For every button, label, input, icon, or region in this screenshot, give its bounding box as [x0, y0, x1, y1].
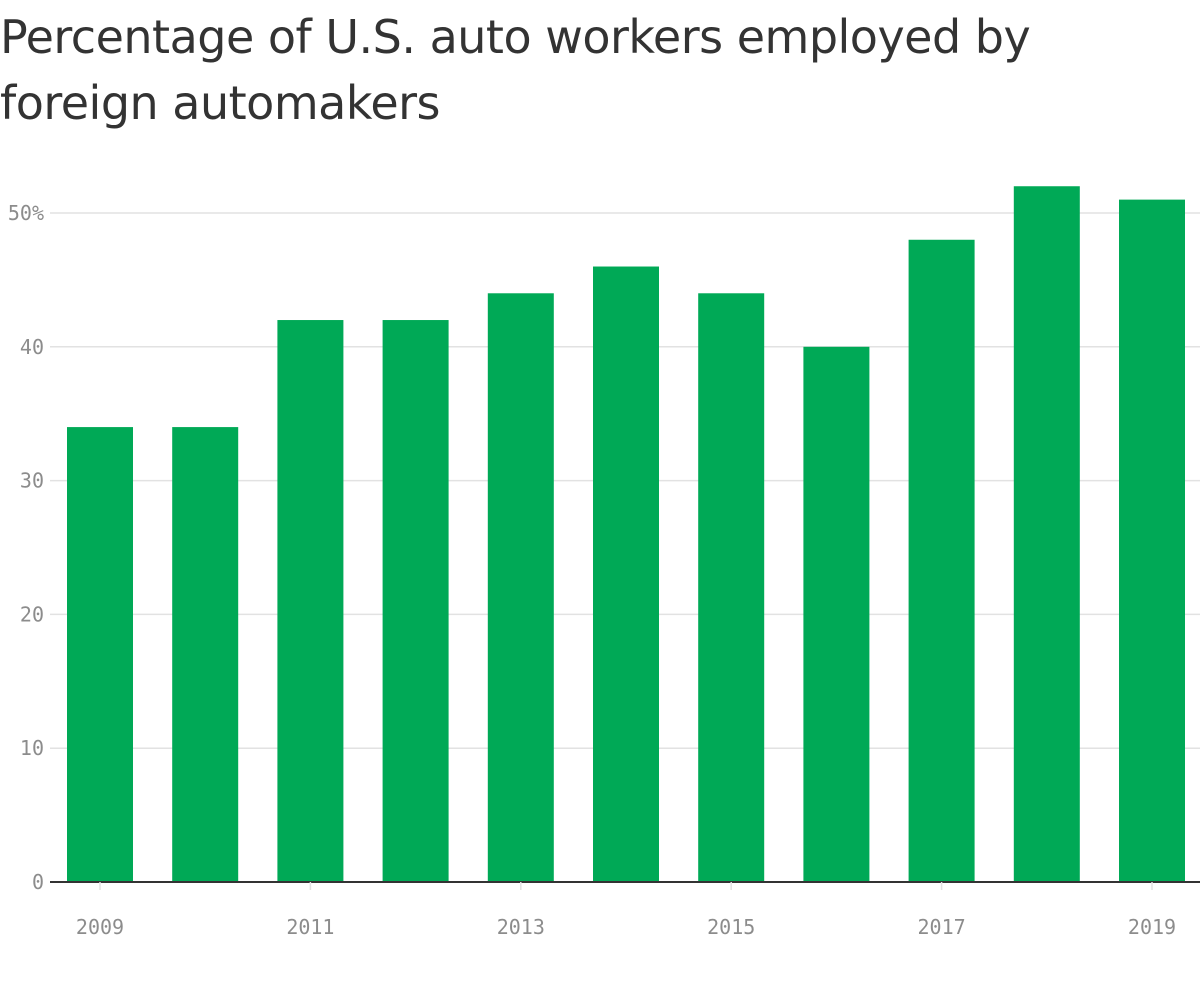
bar	[698, 293, 765, 882]
bar	[908, 239, 975, 882]
x-tick-label: 2009	[76, 915, 124, 939]
bar	[1119, 199, 1185, 882]
x-tick-label: 2013	[497, 915, 545, 939]
x-tick-label: 2011	[286, 915, 334, 939]
chart-title: Percentage of U.S. auto workers employed…	[0, 10, 1031, 130]
y-tick-label: 10	[20, 736, 44, 760]
bar	[382, 320, 449, 882]
bar	[1013, 186, 1080, 883]
x-tick-labels: 2009 2011 2013 2015 2017 2019	[76, 915, 1176, 939]
y-tick-label: 30	[20, 469, 44, 493]
bar	[593, 266, 659, 882]
bar	[277, 320, 344, 882]
x-tick-label: 2017	[918, 915, 966, 939]
bar	[487, 293, 554, 882]
x-tick-label: 2015	[707, 915, 755, 939]
y-tick-label: 0	[32, 870, 44, 894]
y-tick-label: 50%	[8, 201, 44, 225]
y-tick-labels: 0 10 20 30 40 50%	[8, 201, 44, 894]
x-axis	[50, 881, 1200, 890]
y-tick-label: 40	[20, 335, 44, 359]
x-tick-label: 2019	[1128, 915, 1176, 939]
bars	[67, 186, 1185, 883]
bar	[803, 346, 870, 882]
y-tick-label: 20	[20, 602, 44, 626]
bar	[67, 427, 133, 882]
bar	[172, 427, 239, 882]
